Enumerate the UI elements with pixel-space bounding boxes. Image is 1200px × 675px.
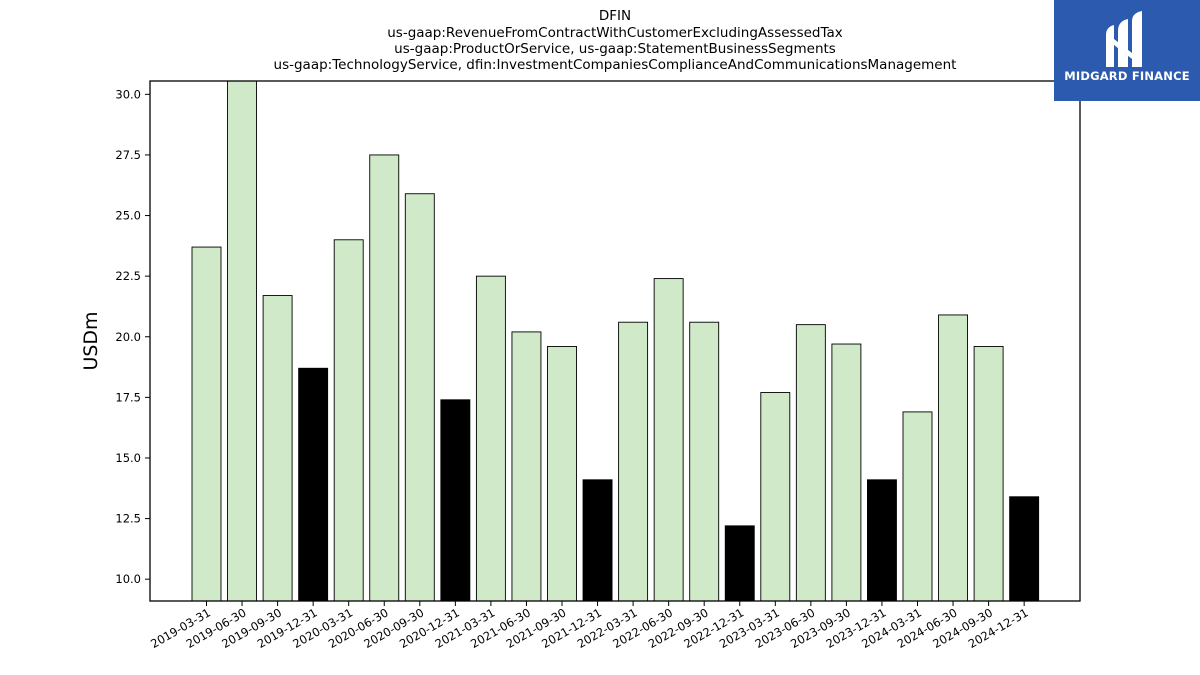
brand-name: MIDGARD FINANCE	[1064, 69, 1190, 83]
bar-2024-06-30	[938, 314, 968, 601]
bar-2023-12-31	[867, 479, 897, 601]
title-line-3: us-gaap:ProductOrService, us-gaap:Statem…	[394, 41, 836, 57]
bar-2023-06-30	[795, 324, 826, 601]
bar-2024-09-30	[973, 346, 1004, 601]
bar-2020-06-30	[369, 154, 400, 601]
y-tick-label: 30.0	[115, 87, 141, 101]
bar-2021-12-31	[582, 479, 613, 601]
chart-title: DFIN us-gaap:RevenueFromContractWithCust…	[274, 8, 957, 73]
bar-2019-06-30	[227, 81, 258, 601]
y-tick-label: 20.0	[115, 330, 141, 344]
bar-2024-12-31	[1009, 496, 1040, 601]
y-axis-label: USDm	[80, 311, 102, 370]
title-line-2: us-gaap:RevenueFromContractWithCustomerE…	[387, 25, 843, 41]
x-axis-ticks: 2019-03-312019-06-302019-09-302019-12-31…	[148, 601, 1031, 651]
y-tick-label: 22.5	[115, 269, 141, 283]
y-tick-label: 27.5	[115, 148, 141, 162]
title-line-4: us-gaap:TechnologyService, dfin:Investme…	[274, 57, 957, 73]
bar-2022-06-30	[653, 278, 684, 601]
y-tick-label: 15.0	[115, 451, 141, 465]
bar-2023-03-31	[760, 392, 791, 601]
bar-2020-09-30	[404, 193, 435, 601]
bar-2021-03-31	[475, 275, 506, 601]
y-axis-ticks: 10.0 12.5 15.0 17.5 20.0 22.5 25.0 27.5 30.0	[115, 87, 150, 586]
bar-2022-09-30	[689, 321, 720, 601]
y-tick-label: 10.0	[115, 572, 141, 586]
bars	[191, 81, 1040, 601]
bar-2022-03-31	[618, 321, 649, 601]
bar-2020-03-31	[333, 239, 364, 601]
y-tick-label: 17.5	[115, 390, 141, 404]
plot-frame	[149, 80, 1081, 602]
title-line-1: DFIN	[599, 8, 631, 24]
brand-logo: MIDGARD FINANCE	[1054, 0, 1200, 101]
bar-2020-12-31	[440, 399, 471, 601]
bar-2019-12-31	[298, 367, 329, 601]
bar-2019-03-31	[191, 246, 222, 601]
bar-2021-09-30	[547, 346, 577, 601]
bar-2024-03-31	[902, 411, 933, 601]
midgard-m-logo-icon	[1106, 11, 1142, 67]
bar-2023-09-30	[831, 343, 862, 601]
y-tick-label: 12.5	[115, 512, 141, 526]
bar-2021-06-30	[511, 331, 542, 601]
y-tick-label: 25.0	[115, 209, 141, 223]
bar-2022-12-31	[724, 525, 755, 601]
bar-2019-09-30	[262, 295, 293, 601]
